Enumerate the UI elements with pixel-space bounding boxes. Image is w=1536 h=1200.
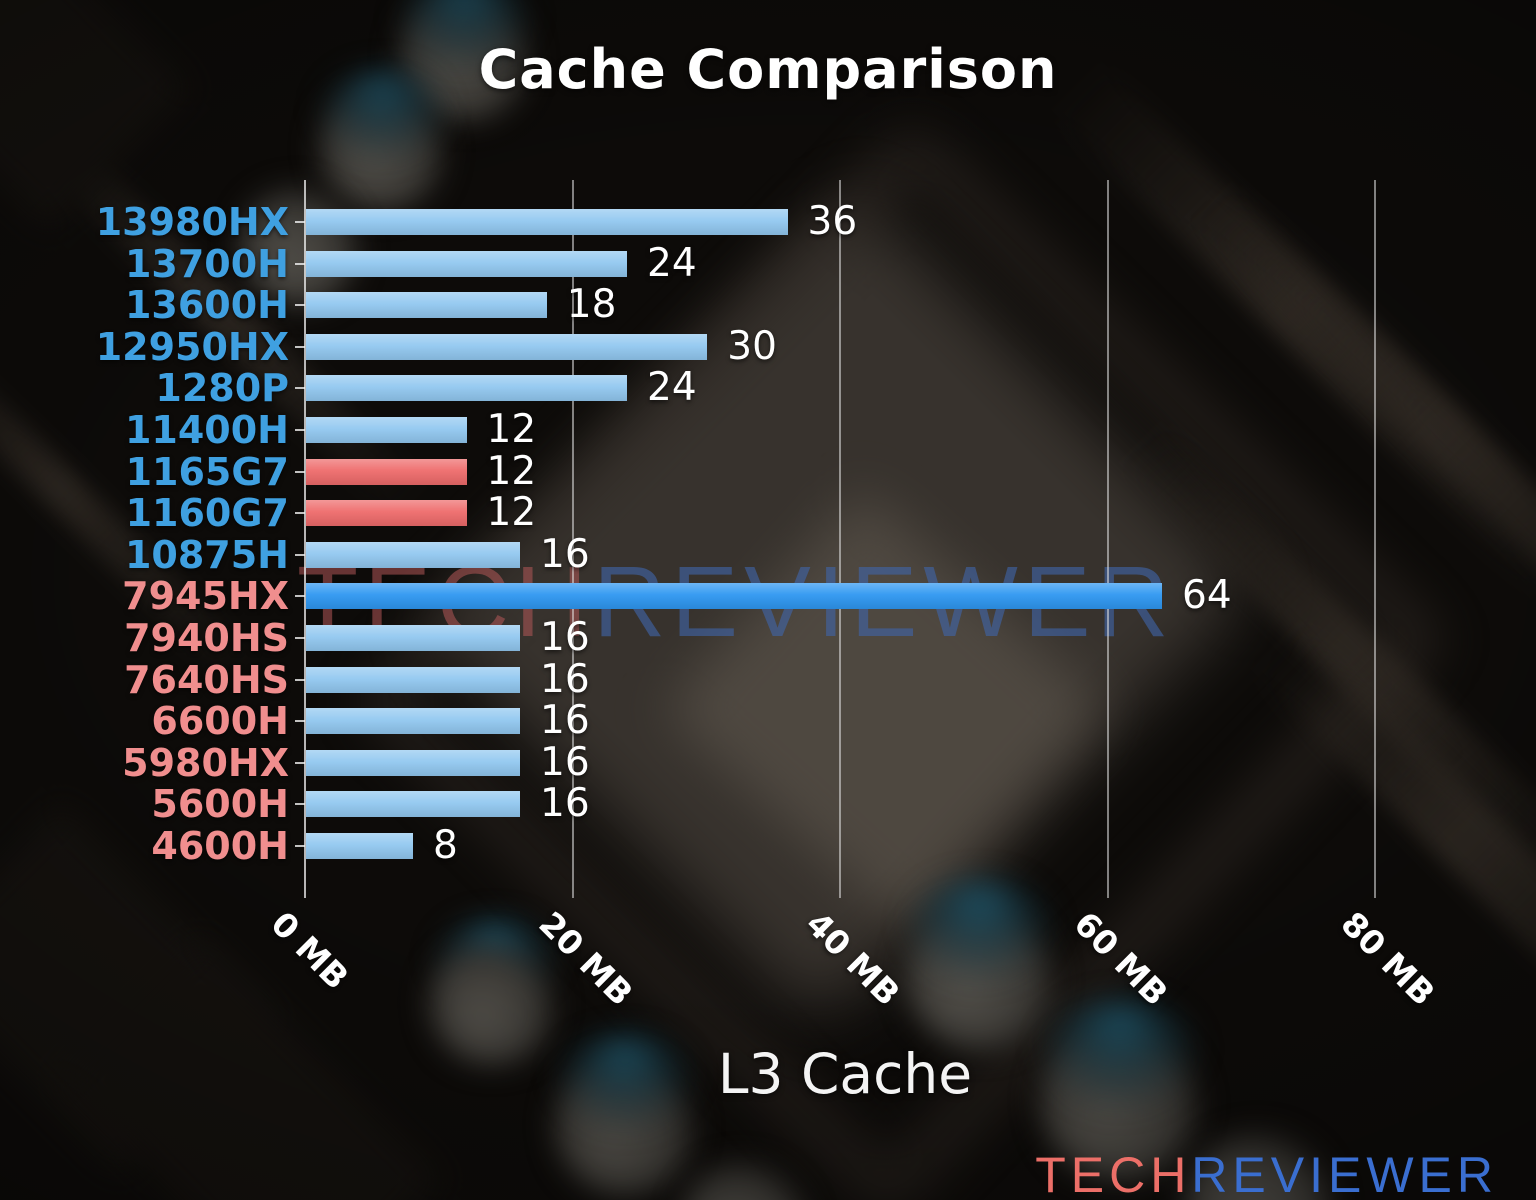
y-tick	[295, 553, 305, 556]
bar-6600h	[306, 708, 520, 735]
bar-5980hx	[306, 749, 520, 776]
value-label-7640hs: 16	[540, 656, 590, 702]
y-tick	[295, 845, 305, 847]
y-tick	[295, 803, 305, 806]
bar-10875h	[306, 541, 520, 568]
value-label-13700h: 24	[647, 240, 697, 286]
category-label-7640hs: 7640HS	[124, 657, 289, 702]
bar-1280p	[306, 375, 627, 402]
category-label-1160g7: 1160G7	[125, 491, 289, 536]
bar-11400h	[306, 417, 467, 443]
value-label-1280p: 24	[647, 365, 697, 411]
category-label-1280p: 1280P	[155, 366, 289, 411]
bar-5600h	[306, 791, 520, 818]
category-label-5980hx: 5980HX	[122, 740, 289, 785]
category-label-13600h: 13600H	[124, 283, 289, 328]
value-label-10875h: 16	[540, 531, 590, 577]
y-tick	[295, 429, 305, 431]
value-label-7945hx: 64	[1182, 573, 1232, 619]
value-label-4600h: 8	[433, 823, 458, 868]
value-label-13980hx: 36	[807, 199, 858, 244]
bar-1165g7	[306, 458, 467, 485]
bar-4600h	[306, 833, 413, 859]
y-tick	[295, 304, 305, 307]
y-tick	[295, 761, 305, 764]
y-tick	[295, 470, 305, 473]
category-label-10875h: 10875H	[124, 532, 289, 577]
gridline-40mb	[839, 180, 841, 898]
bar-12950hx	[306, 333, 708, 360]
y-tick	[295, 720, 305, 723]
gridline-80mb	[1374, 180, 1376, 898]
bar-13980hx	[306, 209, 788, 235]
value-label-12950hx: 30	[727, 323, 777, 369]
bar-13600h	[306, 292, 547, 319]
gridline-60mb	[1106, 180, 1109, 898]
bar-13700h	[306, 250, 627, 277]
bar-7940hs	[306, 625, 520, 651]
y-tick	[295, 678, 305, 681]
category-label-1165g7: 1165G7	[125, 449, 289, 494]
y-tick	[295, 345, 305, 348]
gridline-20mb	[571, 180, 574, 898]
value-label-1160g7: 12	[486, 490, 537, 536]
bar-7640hs	[306, 666, 520, 693]
category-label-4600h: 4600H	[151, 824, 289, 868]
value-label-5980hx: 16	[540, 739, 590, 785]
category-label-13700h: 13700H	[124, 241, 289, 286]
y-tick	[295, 262, 305, 265]
y-tick	[295, 387, 305, 390]
value-label-11400h: 12	[486, 407, 537, 452]
category-label-12950hx: 12950HX	[95, 324, 289, 369]
y-axis-line	[304, 180, 306, 898]
value-label-13600h: 18	[566, 282, 617, 328]
x-axis-label: L3 Cache	[717, 1042, 973, 1106]
y-tick	[295, 512, 305, 515]
logo-reviewer: REVIEWER	[1191, 1147, 1498, 1200]
category-label-11400h: 11400H	[124, 408, 289, 452]
category-label-6600h: 6600H	[151, 699, 289, 744]
techreviewer-logo: TECHREVIEWER	[1035, 1146, 1498, 1200]
bar-1160g7	[306, 500, 467, 527]
chart-title: Cache Comparison	[478, 38, 1058, 101]
value-label-5600h: 16	[540, 781, 590, 827]
value-label-1165g7: 12	[486, 448, 537, 494]
bar-7945hx	[306, 583, 1162, 610]
y-tick	[295, 637, 305, 639]
value-label-6600h: 16	[540, 698, 590, 744]
category-label-5600h: 5600H	[151, 782, 289, 827]
y-tick	[295, 221, 305, 223]
category-label-7945hx: 7945HX	[122, 574, 289, 619]
y-tick	[295, 595, 305, 598]
logo-tech: TECH	[1035, 1147, 1192, 1200]
category-label-7940hs: 7940HS	[124, 616, 289, 660]
value-label-7940hs: 16	[540, 615, 590, 660]
category-label-13980hx: 13980HX	[95, 200, 289, 244]
